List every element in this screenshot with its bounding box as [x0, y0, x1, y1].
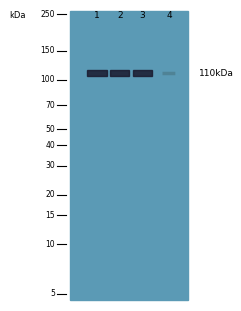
Text: 4: 4 [167, 11, 173, 20]
Text: 1: 1 [94, 11, 100, 20]
Bar [110, 70, 129, 77]
Text: 40: 40 [45, 141, 55, 150]
Text: 250: 250 [40, 10, 55, 19]
Text: kDa: kDa [9, 11, 26, 20]
Text: 70: 70 [45, 101, 55, 110]
Bar [70, 11, 188, 300]
Text: 50: 50 [45, 125, 55, 134]
Text: 15: 15 [45, 211, 55, 220]
Text: 10: 10 [45, 240, 55, 249]
Text: 2: 2 [117, 11, 123, 20]
Text: 5: 5 [50, 289, 55, 298]
Text: 150: 150 [40, 46, 55, 55]
Text: 20: 20 [45, 190, 55, 199]
Text: 3: 3 [140, 11, 145, 20]
Text: 30: 30 [45, 161, 55, 170]
Text: 110kDa: 110kDa [199, 68, 234, 77]
Bar [133, 70, 152, 77]
Text: 100: 100 [40, 75, 55, 84]
Bar [87, 70, 107, 77]
